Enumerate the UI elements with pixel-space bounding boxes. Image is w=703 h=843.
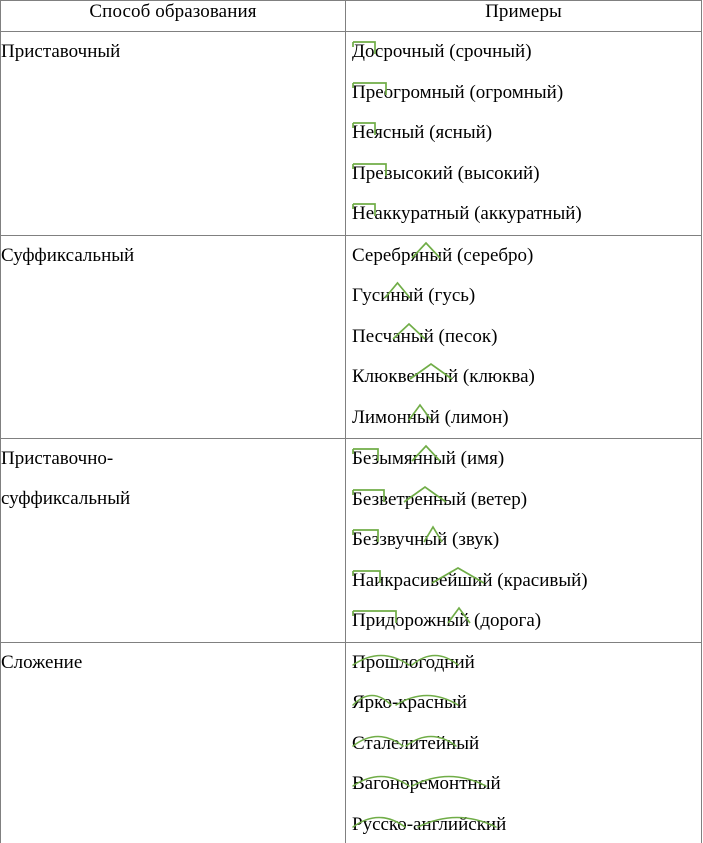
example-item: Неаккуратный (аккуратный) <box>346 194 701 235</box>
method-label: Суффиксальный <box>1 244 135 266</box>
example-item: Сталелитейный <box>346 724 701 765</box>
example-item: Песчаный (песок) <box>346 317 701 358</box>
method-label: Приставочно- суффиксальный <box>1 448 131 509</box>
example-text: Безветренный (ветер) <box>352 488 528 510</box>
example-item: Прошлогодний <box>346 643 701 684</box>
example-text: Безымянный (имя) <box>352 448 505 469</box>
example-item: Наикрасивейший (красивый) <box>346 561 701 602</box>
example-item: Придорожный (дорога) <box>346 601 701 642</box>
example-text: Ярко-красный <box>352 692 467 713</box>
example-item: Безымянный (имя) <box>346 439 701 480</box>
example-item: Вагоноремонтный <box>346 764 701 805</box>
example-item: Неясный (ясный) <box>346 113 701 154</box>
example-item: Досрочный (срочный) <box>346 32 701 73</box>
examples-cell: Безымянный (имя) Безветренный (ветер) Безз… <box>345 438 702 643</box>
examples-cell: Серебряный (серебро) Гусиный (гусь) Песчан… <box>345 234 702 439</box>
example-item: Гусиный (гусь) <box>346 276 701 317</box>
example-list: Прошлогодний Ярко-красный Сталелитейный Ваг… <box>346 643 701 843</box>
header-examples: Примеры <box>345 0 702 32</box>
example-item: Безветренный (ветер) <box>346 480 701 521</box>
examples-cell: Прошлогодний Ярко-красный Сталелитейный Ваг… <box>345 641 702 843</box>
table-row: Сложение Прошлогодний Ярко-красный Сталелит… <box>0 641 702 843</box>
example-text: Наикрасивейший (красивый) <box>352 569 588 591</box>
method-cell: Приставочный <box>0 31 346 236</box>
example-list: Досрочный (срочный) Преогромный (огромный… <box>346 32 701 235</box>
method-cell: Суффиксальный <box>0 234 346 439</box>
method-cell: Приставочно- суффиксальный <box>0 438 346 643</box>
example-text: Русско-английский <box>352 813 507 835</box>
example-text: Неясный (ясный) <box>352 122 493 143</box>
example-text: Беззвучный (звук) <box>352 529 500 550</box>
example-list: Безымянный (имя) Безветренный (ветер) Безз… <box>346 439 701 642</box>
example-item: Серебряный (серебро) <box>346 236 701 277</box>
example-item: Ярко-красный <box>346 683 701 724</box>
example-item: Беззвучный (звук) <box>346 520 701 561</box>
method-cell: Сложение <box>0 641 346 843</box>
method-label: Приставочный <box>1 41 121 62</box>
example-text: Лимонный (лимон) <box>352 406 509 428</box>
example-item: Лимонный (лимон) <box>346 398 701 439</box>
example-text: Сталелитейный <box>352 732 480 754</box>
example-text: Неаккуратный (аккуратный) <box>352 203 582 224</box>
example-text: Гусиный (гусь) <box>352 285 476 306</box>
table-header: Способ образования Примеры <box>0 0 702 32</box>
example-text: Преогромный (огромный) <box>352 81 564 103</box>
method-label: Сложение <box>1 651 83 673</box>
example-text: Песчаный (песок) <box>352 325 498 347</box>
example-list: Серебряный (серебро) Гусиный (гусь) Песчан… <box>346 236 701 439</box>
header-method: Способ образования <box>0 0 346 32</box>
example-text: Вагоноремонтный <box>352 773 501 794</box>
table-row: Приставочный Досрочный (срочный) Преогромн… <box>0 31 702 236</box>
example-text: Серебряный (серебро) <box>352 244 534 266</box>
example-text: Превысокий (высокий) <box>352 162 540 184</box>
example-text: Клюквенный (клюква) <box>352 366 535 387</box>
table-row: Приставочно- суффиксальный Безымянный (им… <box>0 438 702 643</box>
table-row: Суффиксальный Серебряный (серебро) Гусиный… <box>0 234 702 439</box>
example-text: Придорожный (дорога) <box>352 610 542 631</box>
table-body: Приставочный Досрочный (срочный) Преогромн… <box>0 31 702 843</box>
header-row: Способ образования Примеры <box>0 0 702 32</box>
example-item: Преогромный (огромный) <box>346 73 701 114</box>
example-item: Превысокий (высокий) <box>346 154 701 195</box>
example-text: Досрочный (срочный) <box>352 41 532 62</box>
example-item: Русско-английский <box>346 805 701 843</box>
example-item: Клюквенный (клюква) <box>346 357 701 398</box>
example-text: Прошлогодний <box>352 651 475 673</box>
examples-cell: Досрочный (срочный) Преогромный (огромный… <box>345 31 702 236</box>
